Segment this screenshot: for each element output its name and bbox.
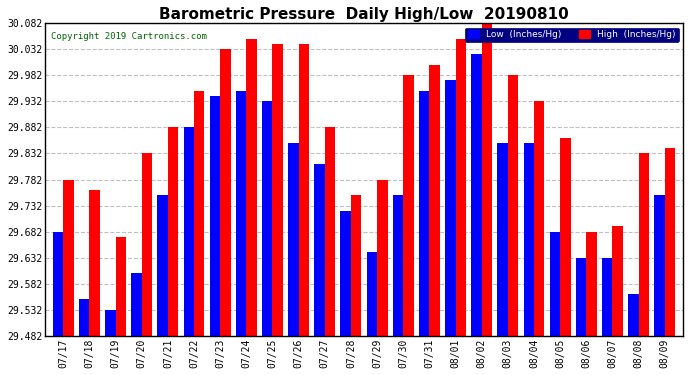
Bar bbox=[116, 237, 126, 336]
Bar bbox=[654, 195, 664, 336]
Bar bbox=[366, 252, 377, 336]
Bar bbox=[340, 211, 351, 336]
Bar bbox=[53, 232, 63, 336]
Bar bbox=[377, 180, 388, 336]
Bar bbox=[445, 81, 455, 336]
Bar bbox=[429, 65, 440, 336]
Bar bbox=[141, 153, 152, 336]
Bar bbox=[393, 195, 403, 336]
Title: Barometric Pressure  Daily High/Low  20190810: Barometric Pressure Daily High/Low 20190… bbox=[159, 7, 569, 22]
Bar bbox=[560, 138, 571, 336]
Bar bbox=[628, 294, 639, 336]
Bar bbox=[168, 128, 178, 336]
Bar bbox=[325, 128, 335, 336]
Bar bbox=[602, 258, 613, 336]
Bar bbox=[262, 101, 273, 336]
Bar bbox=[220, 49, 230, 336]
Bar bbox=[471, 54, 482, 336]
Bar bbox=[131, 273, 141, 336]
Bar bbox=[288, 143, 299, 336]
Bar bbox=[534, 101, 544, 336]
Bar bbox=[273, 44, 283, 336]
Bar bbox=[90, 190, 100, 336]
Bar bbox=[79, 299, 90, 336]
Bar bbox=[524, 143, 534, 336]
Bar bbox=[63, 180, 74, 336]
Text: Copyright 2019 Cartronics.com: Copyright 2019 Cartronics.com bbox=[51, 33, 207, 42]
Bar bbox=[351, 195, 362, 336]
Bar bbox=[194, 91, 204, 336]
Bar bbox=[482, 23, 492, 336]
Bar bbox=[315, 164, 325, 336]
Bar bbox=[550, 232, 560, 336]
Legend: Low  (Inches/Hg), High  (Inches/Hg): Low (Inches/Hg), High (Inches/Hg) bbox=[465, 28, 678, 42]
Bar bbox=[455, 39, 466, 336]
Bar bbox=[497, 143, 508, 336]
Bar bbox=[403, 75, 414, 336]
Bar bbox=[586, 232, 597, 336]
Bar bbox=[105, 310, 116, 336]
Bar bbox=[299, 44, 309, 336]
Bar bbox=[246, 39, 257, 336]
Bar bbox=[419, 91, 429, 336]
Bar bbox=[613, 226, 623, 336]
Bar bbox=[157, 195, 168, 336]
Bar bbox=[664, 148, 676, 336]
Bar bbox=[210, 96, 220, 336]
Bar bbox=[576, 258, 586, 336]
Bar bbox=[508, 75, 518, 336]
Bar bbox=[184, 128, 194, 336]
Bar bbox=[236, 91, 246, 336]
Bar bbox=[639, 153, 649, 336]
